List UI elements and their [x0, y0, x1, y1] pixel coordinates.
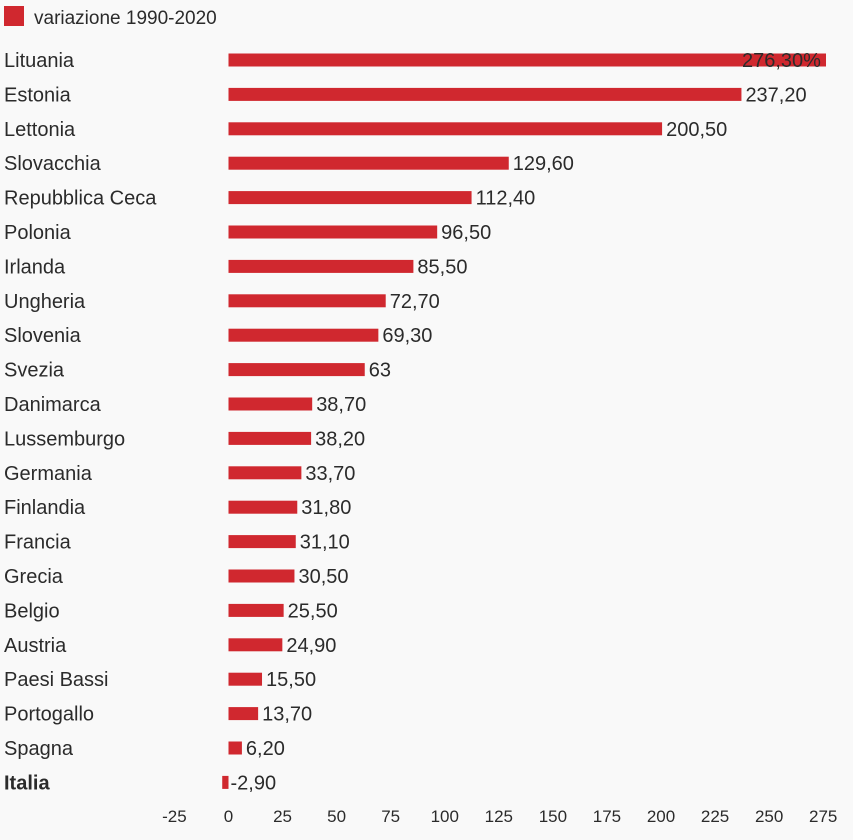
bar	[228, 328, 379, 342]
value-label: 200,50	[666, 119, 727, 141]
value-label: 38,20	[315, 428, 365, 450]
bar	[228, 122, 663, 136]
value-label: 31,80	[301, 497, 351, 519]
bar	[228, 431, 312, 445]
category-label: Svezia	[4, 360, 65, 382]
x-tick-label: 150	[539, 807, 567, 826]
category-label: Italia	[4, 772, 50, 794]
value-label: 33,70	[305, 463, 355, 485]
value-label: 24,90	[286, 635, 336, 657]
x-tick-label: 275	[809, 807, 837, 826]
x-tick-label: 100	[431, 807, 459, 826]
bar	[228, 397, 313, 411]
bar	[228, 294, 386, 308]
value-label: 30,50	[298, 566, 348, 588]
category-label: Lussemburgo	[4, 428, 125, 450]
bar	[228, 466, 302, 480]
x-tick-label: 175	[593, 807, 621, 826]
bar	[228, 53, 826, 67]
category-label: Polonia	[4, 222, 72, 244]
legend: variazione 1990-2020	[4, 6, 217, 29]
category-label: Paesi Bassi	[4, 669, 109, 691]
bar	[228, 741, 242, 755]
value-label: 6,20	[246, 738, 285, 760]
value-label: 15,50	[266, 669, 316, 691]
x-tick-label: 250	[755, 807, 783, 826]
bar	[228, 500, 298, 514]
value-label: -2,90	[231, 772, 277, 794]
bar	[228, 535, 296, 549]
value-label: 96,50	[441, 222, 491, 244]
value-label: 31,10	[300, 532, 350, 554]
category-label: Lettonia	[4, 119, 76, 141]
x-tick-label: 50	[327, 807, 346, 826]
bar	[228, 156, 509, 170]
legend-swatch	[4, 6, 24, 26]
value-label: 112,40	[476, 188, 536, 210]
category-label: Finlandia	[4, 497, 86, 519]
bars	[222, 53, 826, 789]
x-tick-label: 200	[647, 807, 675, 826]
value-label: 69,30	[382, 325, 432, 347]
bar	[228, 603, 284, 617]
x-tick-label: 125	[485, 807, 513, 826]
legend-label: variazione 1990-2020	[34, 8, 217, 29]
category-label: Slovacchia	[4, 153, 102, 175]
value-label: 13,70	[262, 704, 312, 726]
category-label: Danimarca	[4, 394, 102, 416]
x-tick-label: 25	[273, 807, 292, 826]
bar	[228, 225, 438, 239]
category-label: Spagna	[4, 738, 74, 760]
bar	[228, 707, 259, 721]
x-axis-ticks: -25 0 25 50 75 100 125 150 175 200 225 250 275	[162, 807, 837, 826]
value-label: 72,70	[390, 291, 440, 313]
category-label: Grecia	[4, 566, 64, 588]
bar	[228, 638, 283, 652]
value-label: 63	[369, 360, 391, 382]
bar	[222, 775, 229, 789]
category-label: Estonia	[4, 84, 72, 106]
bar	[228, 259, 414, 273]
bar	[228, 87, 742, 101]
bar	[228, 569, 295, 583]
category-label: Irlanda	[4, 256, 66, 278]
category-label: Portogallo	[4, 704, 94, 726]
category-label: Ungheria	[4, 291, 86, 313]
value-label: 38,70	[316, 394, 366, 416]
x-tick-label: 0	[224, 807, 233, 826]
x-tick-label: 75	[381, 807, 400, 826]
category-label: Belgio	[4, 600, 60, 622]
category-label: Francia	[4, 532, 72, 554]
bar	[228, 363, 365, 377]
category-label: Germania	[4, 463, 93, 485]
category-label: Repubblica Ceca	[4, 188, 157, 210]
value-labels: 276,30% 237,20 200,50 129,60 112,40 96,50 85,5…	[231, 50, 822, 794]
value-label: 85,50	[417, 256, 467, 278]
value-label: 276,30%	[742, 50, 821, 72]
category-labels: Lituania Estonia Lettonia Slovacchia Repubbl…	[4, 50, 157, 794]
bar	[228, 672, 263, 686]
bar	[228, 191, 472, 205]
value-label: 129,60	[513, 153, 574, 175]
x-tick-label: 225	[701, 807, 729, 826]
x-tick-label: -25	[162, 807, 187, 826]
category-label: Slovenia	[4, 325, 82, 347]
category-label: Austria	[4, 635, 67, 657]
category-label: Lituania	[4, 50, 75, 72]
value-label: 237,20	[745, 84, 806, 106]
value-label: 25,50	[288, 600, 338, 622]
